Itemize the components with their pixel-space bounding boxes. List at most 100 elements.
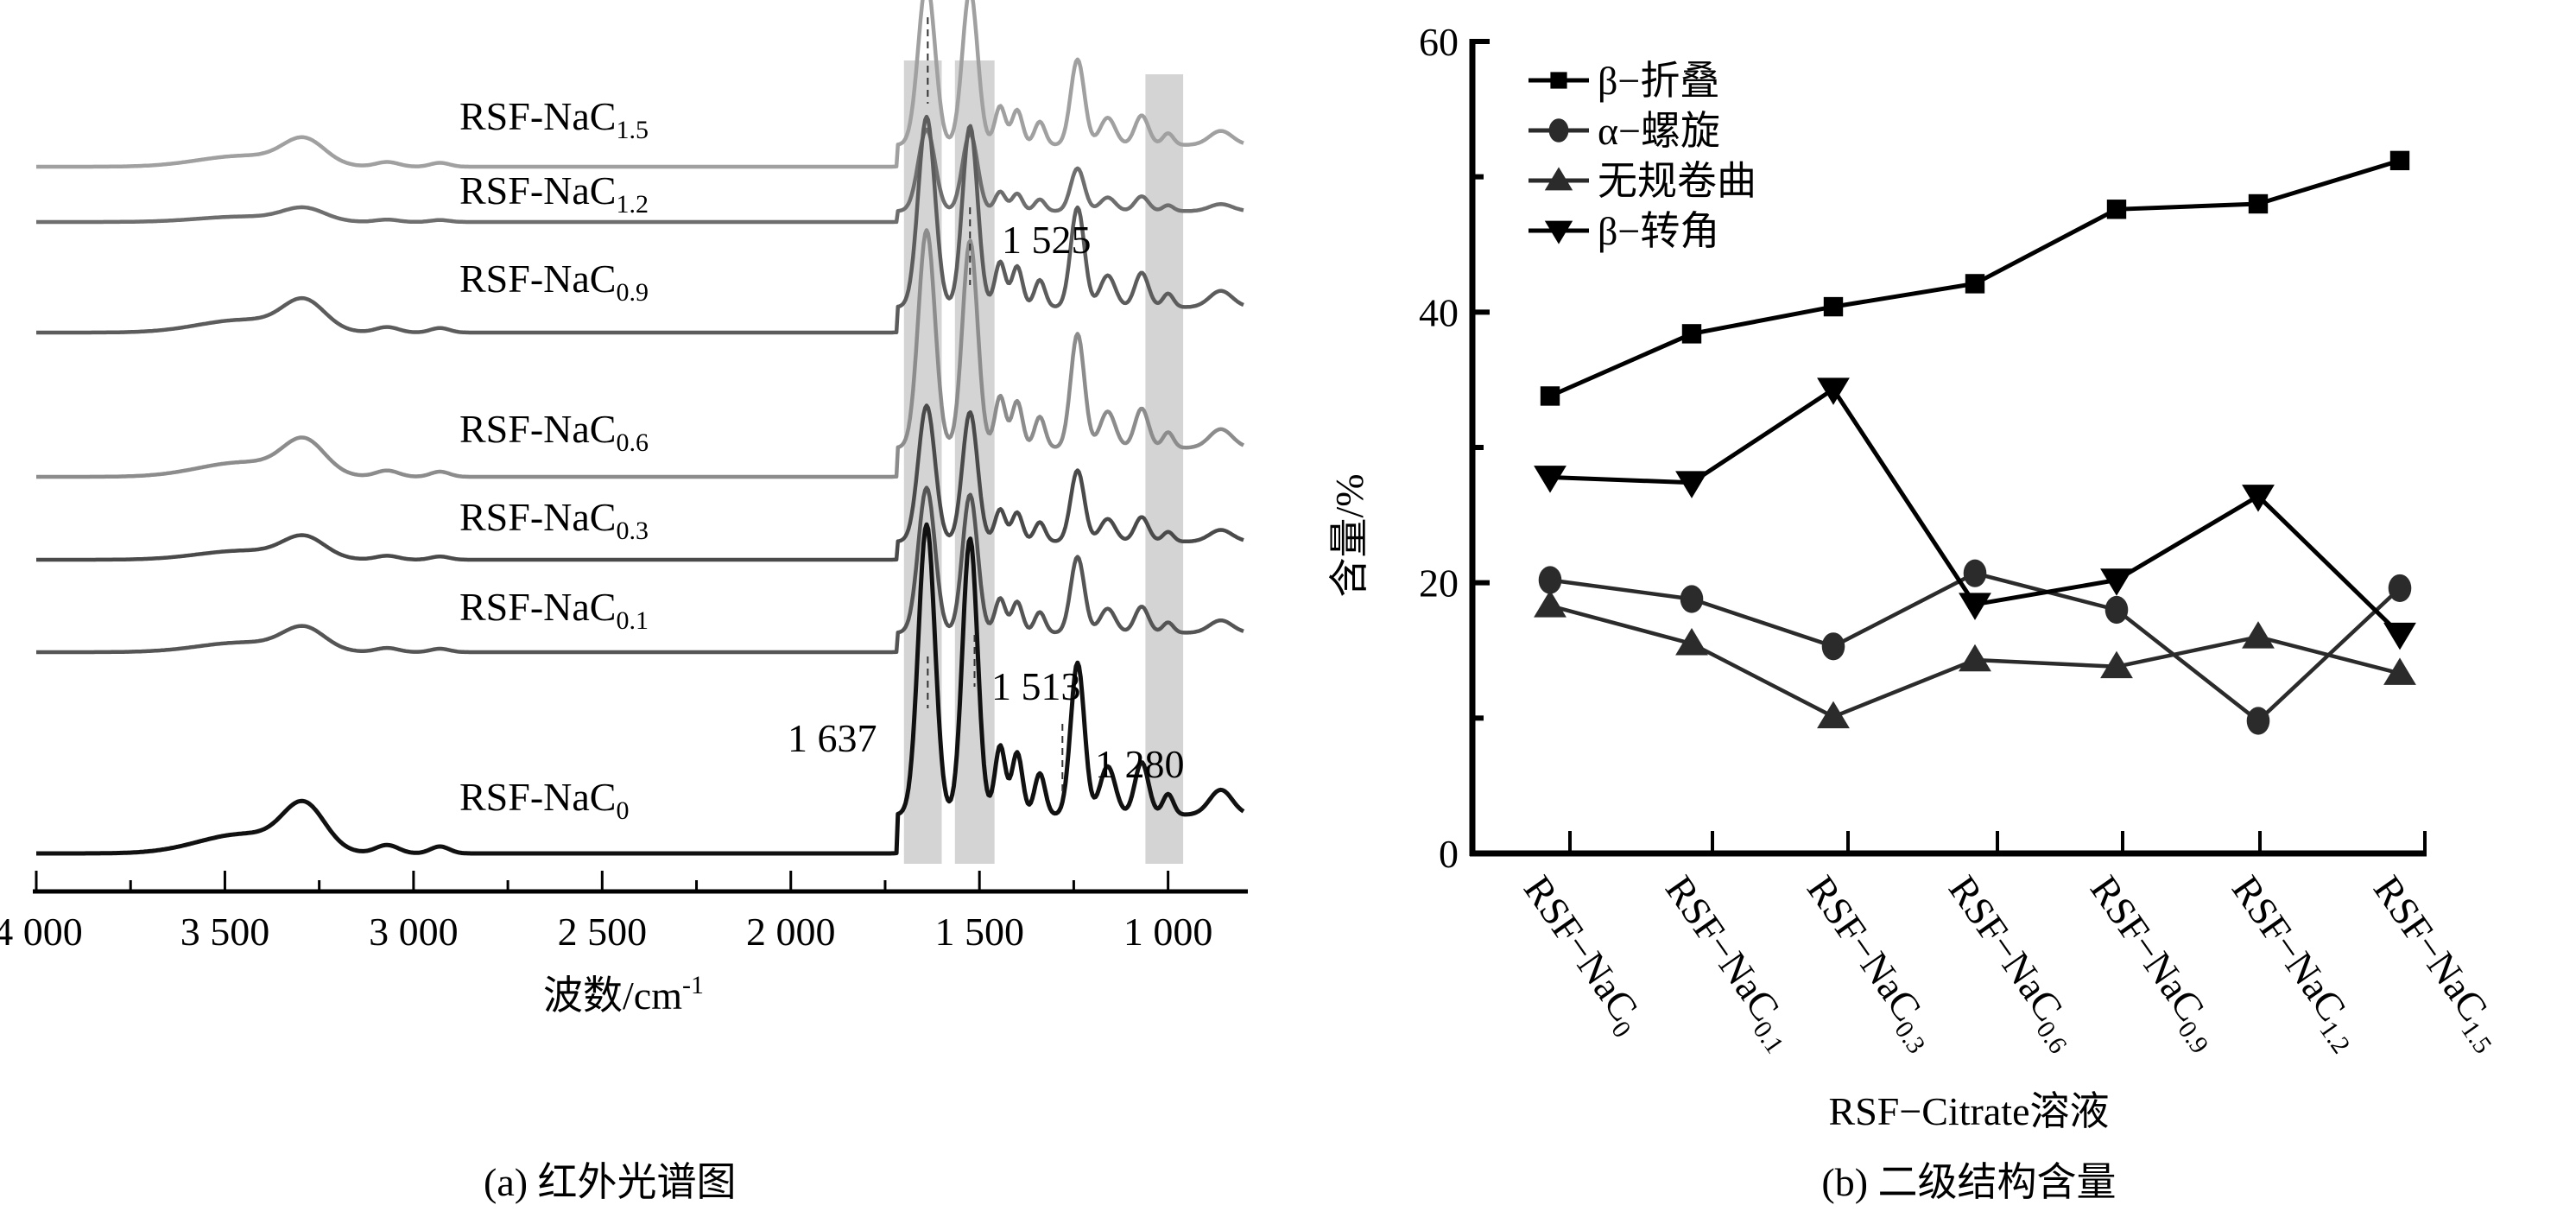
triangle-up-marker <box>1959 644 1991 672</box>
x-axis: 4 000 3 500 3 000 2 500 2 000 1 500 1 000 <box>0 871 1248 954</box>
circle-marker <box>2104 595 2129 625</box>
legend-label: β−折叠 <box>1598 59 1719 103</box>
triangle-up-marker <box>1544 167 1573 191</box>
spectrum-label-text: RSF-NaC <box>459 585 616 629</box>
spectrum-line <box>35 127 1244 225</box>
category-label-text: RSF−NaC <box>2224 867 2355 1029</box>
x-tick-label: 1 500 <box>934 910 1024 954</box>
peak-label: 1 513 <box>991 664 1081 708</box>
square-marker <box>1965 274 1985 294</box>
x-axis-label: 波数/cm-1 <box>543 971 704 1018</box>
triangle-down-marker <box>1959 593 1991 620</box>
spectrum-label-subscript: 0.1 <box>616 606 649 635</box>
square-marker <box>2248 193 2269 214</box>
spectrum-label: RSF-NaC0 <box>459 775 629 825</box>
peak-label: 1 525 <box>1002 218 1092 262</box>
spectrum-labels: RSF-NaC1.5RSF-NaC1.2RSF-NaC0.9RSF-NaC0.6… <box>459 94 649 825</box>
square-marker <box>1681 324 1702 344</box>
category-label-text: RSF−NaC <box>1657 867 1788 1029</box>
triangle-down-marker <box>1534 466 1566 493</box>
spectrum-line <box>35 522 1245 856</box>
circle-marker <box>1680 585 1704 613</box>
spectrum-label-subscript: 0.9 <box>616 278 649 307</box>
y-axis-label: 含量/% <box>1327 473 1371 597</box>
triangle-down-marker <box>2242 485 2275 512</box>
square-marker <box>1823 296 1844 317</box>
y-tick-label: 0 <box>1439 832 1459 876</box>
category-label: RSF−NaC0.6 <box>1935 867 2090 1058</box>
spectrum-label: RSF-NaC0.3 <box>459 495 649 545</box>
triangle-down-marker <box>2383 622 2416 650</box>
triangle-up-marker <box>2242 621 2275 649</box>
spectrum-label: RSF-NaC1.2 <box>459 168 649 219</box>
spectrum-label-subscript: 1.2 <box>616 190 649 219</box>
category-label: RSF−NaC1.2 <box>2218 867 2373 1058</box>
caption-b: (b) 二级结构含量 <box>1821 1160 2116 1204</box>
circle-marker <box>1548 118 1569 143</box>
category-label: RSF−NaC0.1 <box>1652 867 1807 1058</box>
spectrum-label: RSF-NaC0.6 <box>459 407 649 457</box>
x-axis-label-text: 波数/cm <box>543 973 682 1018</box>
square-marker <box>2389 150 2410 171</box>
spectrum-label-text: RSF-NaC <box>459 168 616 212</box>
square-marker <box>1540 386 1560 406</box>
spectrum-line <box>35 403 1244 562</box>
triangle-down-marker <box>2100 568 2133 596</box>
caption-a: (a) 红外光谱图 <box>484 1160 737 1204</box>
triangle-up-marker <box>1817 701 1850 729</box>
category-label-text: RSF−NaC <box>1516 867 1647 1029</box>
circle-marker <box>1538 566 1562 594</box>
square-marker <box>2106 200 2127 219</box>
x-tick-label: 2 500 <box>558 910 648 954</box>
circle-marker <box>1821 632 1845 661</box>
legend-label: 无规卷曲 <box>1598 159 1756 203</box>
spectrum-label-text: RSF-NaC <box>459 94 616 138</box>
spectrum-line <box>35 228 1245 479</box>
category-label-text: RSF−NaC <box>2365 867 2497 1029</box>
peak-annotations: 1 525 1 637 1 513 1 280 <box>788 17 1185 795</box>
x-tick-label: 4 000 <box>0 910 83 954</box>
axes: 0 20 40 60 <box>1419 20 2427 876</box>
category-label: RSF−NaC1.5 <box>2360 867 2515 1058</box>
spectrum-label: RSF-NaC0.1 <box>459 585 649 635</box>
triangle-up-marker <box>1675 627 1708 656</box>
x-tick-label: 2 000 <box>746 910 836 954</box>
spectrum-label: RSF-NaC1.5 <box>459 94 649 144</box>
spectrum-label: RSF-NaC0.9 <box>459 257 649 307</box>
spectrum-label-subscript: 1.5 <box>616 116 649 144</box>
triangle-up-marker <box>2383 657 2416 685</box>
ir-spectrum-panel: RSF-NaC1.5RSF-NaC1.2RSF-NaC0.9RSF-NaC0.6… <box>0 0 1248 1204</box>
y-tick-label: 60 <box>1419 20 1459 64</box>
triangle-down-marker <box>1675 471 1708 498</box>
spectrum-line <box>35 0 1244 169</box>
triangle-down-marker <box>1817 377 1850 405</box>
x-tick-label: 3 500 <box>180 910 270 954</box>
peak-label: 1 280 <box>1095 742 1185 786</box>
circle-marker <box>2246 707 2270 735</box>
x-tick-labels: RSF−NaC0RSF−NaC0.1RSF−NaC0.3RSF−NaC0.6RS… <box>1510 867 2515 1058</box>
x-axis-label-b: RSF−Citrate溶液 <box>1829 1089 2110 1133</box>
spectrum-label-text: RSF-NaC <box>459 257 616 301</box>
spectrum-label-text: RSF-NaC <box>459 495 616 539</box>
category-label: RSF−NaC0.3 <box>1794 867 1948 1058</box>
legend-label: β−转角 <box>1598 209 1719 253</box>
triangle-up-marker <box>2100 650 2133 679</box>
category-label-text: RSF−NaC <box>1799 867 1930 1029</box>
spectrum-label-subscript: 0.6 <box>616 428 649 457</box>
x-tick-label: 1 000 <box>1123 910 1213 954</box>
square-marker <box>1550 72 1567 89</box>
spectrum-line <box>35 485 1244 655</box>
spectrum-label-subscript: 0.3 <box>616 517 649 545</box>
peak-label: 1 637 <box>788 716 877 760</box>
category-label: RSF−NaC0 <box>1510 867 1654 1043</box>
circle-marker <box>2388 574 2412 603</box>
category-label: RSF−NaC0.9 <box>2077 867 2231 1058</box>
spectra-lines <box>35 0 1245 856</box>
circle-marker <box>1963 559 1987 587</box>
triangle-up-marker <box>1534 590 1566 618</box>
y-tick-label: 20 <box>1419 561 1459 606</box>
spectrum-label-text: RSF-NaC <box>459 775 616 819</box>
